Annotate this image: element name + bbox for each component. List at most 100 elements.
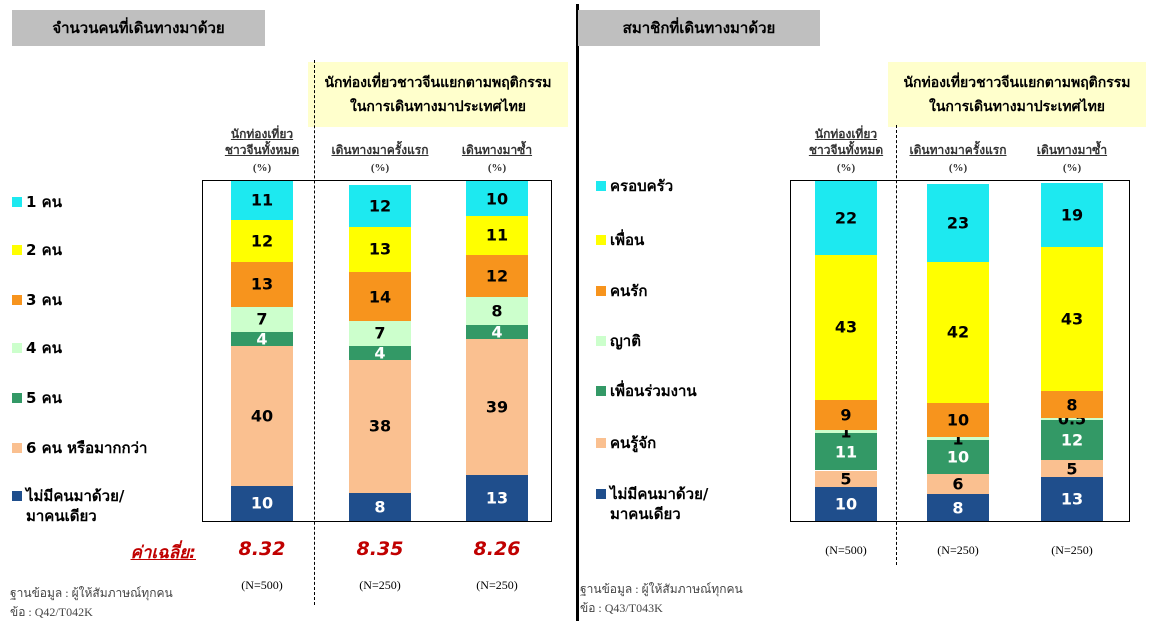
data-label: 5: [840, 469, 852, 489]
unit-label: (%): [836, 162, 856, 174]
data-label: 43: [834, 317, 858, 337]
data-label: 23: [946, 213, 970, 233]
data-label: 4: [374, 343, 386, 363]
bar-segment: [349, 345, 411, 360]
data-label: 11: [250, 190, 274, 210]
bar-segment: [466, 181, 528, 217]
sample-size: (N=500): [825, 543, 867, 557]
data-label: 38: [368, 416, 392, 436]
bar-segment: [466, 324, 528, 339]
bar-segment: [927, 261, 989, 404]
category-label: นักท่องเที่ยว ชาวจีนทั้งหมด: [808, 127, 884, 157]
bar-segment: [349, 321, 411, 346]
chart-title: จำนวนคนที่เดินทางมาด้วย: [12, 10, 265, 46]
legend-swatch: [12, 491, 22, 501]
legend-swatch: [596, 386, 606, 396]
data-label: 5: [1066, 459, 1078, 479]
legend-swatch: [12, 197, 22, 207]
data-label: 8: [491, 301, 503, 321]
unit-label: (%): [1062, 162, 1082, 174]
legend-label: 1 คน: [26, 193, 62, 211]
average-value: 8.26: [473, 538, 521, 560]
data-label: 8: [952, 498, 964, 518]
data-label: 13: [368, 239, 392, 259]
bar-segment: [231, 261, 293, 308]
bar-segment: [927, 494, 989, 521]
bar-segment: [231, 345, 293, 486]
data-label: 6: [952, 474, 964, 494]
data-label: 22: [834, 208, 858, 228]
legend-swatch: [596, 438, 606, 448]
group-label: นักท่องเที่ยวชาวจีนแยกตามพฤติกรรม ในการเ…: [888, 62, 1146, 127]
bar-segment: [815, 181, 877, 256]
legend-label: ไม่มีคนมาด้วย/ มาคนเดียว: [610, 485, 709, 523]
footnote: ข้อ : Q42/T042K: [10, 605, 93, 619]
bar-segment: [349, 184, 411, 227]
plot-frame: [202, 180, 552, 522]
legend-label: 4 คน: [26, 339, 62, 357]
bar-segment: [231, 181, 293, 220]
bar-segment: [349, 226, 411, 273]
data-label: 12: [368, 196, 392, 216]
data-label: 4: [256, 329, 268, 349]
data-label: 42: [946, 322, 970, 342]
bar-segment: [231, 219, 293, 262]
bar-segment: [231, 485, 293, 521]
data-label: 8: [374, 497, 386, 517]
data-label: 12: [485, 266, 509, 286]
bar-segment: [927, 184, 989, 262]
bar-segment: [349, 272, 411, 322]
bar-segment: [927, 403, 989, 437]
footnote: ฐานข้อมูล : ผู้ให้สัมภาษณ์ทุกคน: [10, 586, 173, 600]
divider: [576, 4, 579, 621]
bar-segment: [815, 399, 877, 431]
bar-segment: [1041, 460, 1103, 478]
legend-label: 5 คน: [26, 389, 62, 407]
unit-label: (%): [370, 162, 390, 174]
legend-label: 6 คน หรือมากกว่า: [26, 439, 148, 457]
bar-segment: [815, 430, 877, 434]
bar-segment: [466, 216, 528, 255]
bar-segment: [1041, 418, 1103, 420]
plot-frame: [790, 180, 1130, 522]
bar-segment: [1041, 391, 1103, 419]
category-label: เดินทางมาซ้ำ: [461, 143, 533, 157]
sample-size: (N=250): [1051, 543, 1093, 557]
footnote: ฐานข้อมูล : ผู้ให้สัมภาษณ์ทุกคน: [580, 582, 743, 596]
category-label: เดินทางมาซ้ำ: [1036, 143, 1108, 157]
data-label: 9: [840, 405, 852, 425]
bar-segment: [927, 473, 989, 495]
bar-segment: [466, 296, 528, 325]
legend-swatch: [12, 343, 22, 353]
bar-segment: [466, 475, 528, 521]
data-label: 19: [1060, 205, 1084, 225]
bar-segment: [815, 255, 877, 400]
data-label: 10: [250, 493, 274, 513]
legend-swatch: [596, 336, 606, 346]
bar-segment: [1041, 477, 1103, 521]
bar-segment: [1041, 246, 1103, 392]
bar-segment: [466, 254, 528, 297]
unit-label: (%): [252, 162, 272, 174]
legend-swatch: [12, 245, 22, 255]
average-value: 8.32: [238, 538, 286, 560]
legend-label: ครอบครัว: [610, 177, 674, 195]
sample-size: (N=500): [241, 578, 283, 592]
legend-swatch: [596, 286, 606, 296]
data-label: 11: [834, 442, 858, 462]
legend-swatch: [596, 181, 606, 191]
footnote: ข้อ : Q43/T043K: [580, 601, 663, 615]
legend-label: คนรัก: [610, 282, 648, 300]
sample-size: (N=250): [476, 578, 518, 592]
data-label: 40: [250, 406, 274, 426]
average-value: 8.35: [356, 538, 404, 560]
bar-segment: [927, 440, 989, 474]
bar-segment: [349, 492, 411, 521]
data-label: 1: [952, 429, 964, 449]
legend-swatch: [12, 295, 22, 305]
data-label: 4: [491, 322, 503, 342]
data-label: 11: [485, 225, 509, 245]
legend-label: 3 คน: [26, 291, 62, 309]
data-label: 12: [1060, 430, 1084, 450]
bar-segment: [815, 487, 877, 521]
